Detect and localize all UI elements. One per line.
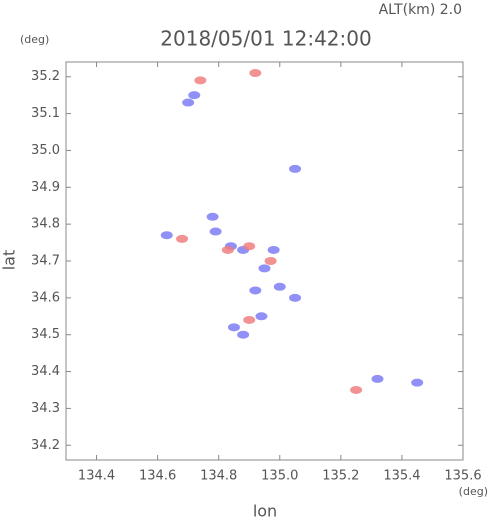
echo-blob [264, 257, 277, 265]
y-unit: (deg) [20, 33, 49, 46]
x-unit: (deg) [459, 485, 488, 498]
x-tick-label: 135.0 [261, 469, 298, 484]
echo-blob [258, 264, 271, 273]
y-tick-label: 34.3 [31, 401, 60, 416]
echo-blob [255, 312, 268, 321]
x-tick-label: 134.8 [200, 469, 237, 484]
y-tick-label: 34.8 [31, 217, 60, 232]
echo-blob [267, 245, 280, 254]
echo-blob [194, 76, 207, 85]
echo-blob [237, 330, 250, 339]
echo-blob [160, 231, 173, 240]
y-tick-label: 34.7 [31, 254, 60, 269]
echo-blob [176, 234, 189, 243]
subtitle: ALT(km) 2.0 [379, 2, 462, 18]
y-tick-label: 34.9 [31, 180, 60, 195]
echo-blob [188, 91, 201, 100]
echo-blob [221, 245, 234, 254]
y-tick-label: 34.5 [31, 327, 60, 342]
x-tick-label: 134.6 [139, 469, 176, 484]
x-tick-label: 135.4 [383, 469, 420, 484]
x-axis-label: lon [253, 502, 277, 521]
echo-blob [249, 286, 262, 295]
echo-blob [249, 69, 262, 78]
echo-blob [371, 374, 384, 383]
y-tick-label: 35.2 [31, 69, 60, 84]
echo-blob [289, 164, 302, 173]
echo-blob [289, 293, 302, 302]
echo-blob [182, 98, 195, 107]
chart-title: 2018/05/01 12:42:00 [160, 27, 371, 51]
y-tick-label: 34.6 [31, 290, 60, 305]
echo-blob [411, 378, 424, 387]
y-tick-label: 35.1 [31, 106, 60, 121]
y-axis-label: lat [0, 250, 19, 271]
echo-blob [273, 282, 286, 291]
echo-blob [206, 212, 219, 221]
x-tick-label: 135.6 [444, 469, 481, 484]
echo-blob [350, 385, 363, 394]
y-tick-label: 35.0 [31, 143, 60, 158]
x-tick-label: 134.4 [78, 469, 115, 484]
x-tick-label: 135.2 [322, 469, 359, 484]
plot-frame [65, 61, 464, 461]
echo-blob [227, 323, 240, 332]
echo-blob [209, 227, 222, 236]
echo-blob [243, 315, 256, 324]
y-tick-label: 34.4 [31, 364, 60, 379]
echo-blob [243, 242, 256, 251]
y-tick-label: 34.2 [31, 438, 60, 453]
